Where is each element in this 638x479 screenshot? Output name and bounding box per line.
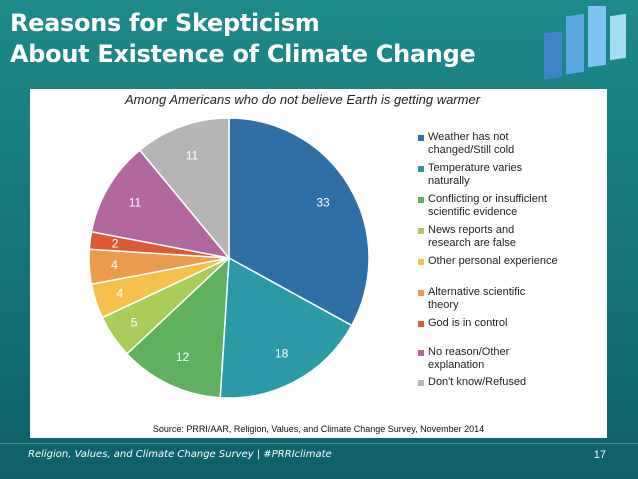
pie-slice — [138, 117, 230, 261]
legend-swatch — [418, 259, 424, 265]
legend-swatch — [418, 321, 424, 327]
chart-subtitle: Among Americans who do not believe Earth… — [125, 92, 481, 107]
legend-label: Weather has not changed/Still cold — [428, 131, 515, 156]
slice-data-label: 18 — [275, 347, 289, 361]
legend-label: Temperature varies naturally — [428, 162, 523, 187]
legend-item: Alternative scientific theory — [418, 286, 558, 312]
slice-data-label: 11 — [186, 148, 199, 162]
legend-item: Other personal experience — [418, 255, 558, 268]
legend-item: Temperature varies naturally — [418, 162, 558, 188]
footer-divider — [0, 443, 638, 444]
pie-slice — [219, 256, 353, 399]
legend-item: God is in control — [418, 317, 558, 330]
legend-label: Don't know/Refused — [428, 376, 527, 388]
slice-data-label: 2 — [112, 237, 119, 251]
legend-item: Weather has not changed/Still cold — [418, 131, 558, 157]
slide-title-line-2: About Existence of Climate Change — [10, 40, 476, 68]
slide-title: Reasons for Skepticism About Existence o… — [10, 8, 476, 70]
legend-label: No reason/Other explanation — [428, 346, 510, 371]
slice-data-label: 4 — [111, 258, 118, 272]
legend-item: Conflicting or insufficient scientific e… — [418, 193, 558, 219]
legend-swatch — [418, 290, 424, 296]
legend-label: Alternative scientific theory — [428, 286, 526, 311]
legend-swatch — [418, 197, 424, 203]
pie-slice — [125, 256, 230, 399]
slide-title-line-1: Reasons for Skepticism — [10, 9, 320, 37]
legend-label: News reports and research are false — [428, 224, 517, 249]
chart-panel: Among Americans who do not believe Earth… — [30, 89, 607, 438]
legend-label: Other personal experience — [428, 255, 558, 267]
chart-source: Source: PRRI/AAR, Religion, Values, and … — [152, 424, 485, 434]
bar-chart-logo-icon — [544, 6, 626, 80]
legend-label: Conflicting or insufficient scientific e… — [428, 193, 548, 218]
slice-data-label: 11 — [129, 195, 142, 209]
legend-item: No reason/Other explanation — [418, 346, 558, 372]
legend-swatch — [418, 380, 424, 386]
pie-chart: 33 18 12 5 4 4 2 11 11 — [88, 117, 370, 399]
pie-slice — [228, 117, 370, 327]
pie-slice — [90, 149, 231, 260]
legend-swatch — [418, 135, 424, 141]
legend-swatch — [418, 166, 424, 172]
legend-swatch — [418, 350, 424, 356]
legend-swatch — [418, 228, 424, 234]
slice-data-label: 33 — [316, 195, 330, 209]
slice-data-label: 5 — [131, 316, 138, 330]
legend-item: News reports and research are false — [418, 224, 558, 250]
slice-data-label: 4 — [116, 286, 123, 300]
legend-item: Don't know/Refused — [418, 376, 558, 389]
footer-caption: Religion, Values, and Climate Change Sur… — [28, 449, 332, 460]
page-number: 17 — [593, 449, 606, 461]
slice-data-label: 12 — [176, 350, 190, 364]
legend-label: God is in control — [428, 317, 508, 329]
